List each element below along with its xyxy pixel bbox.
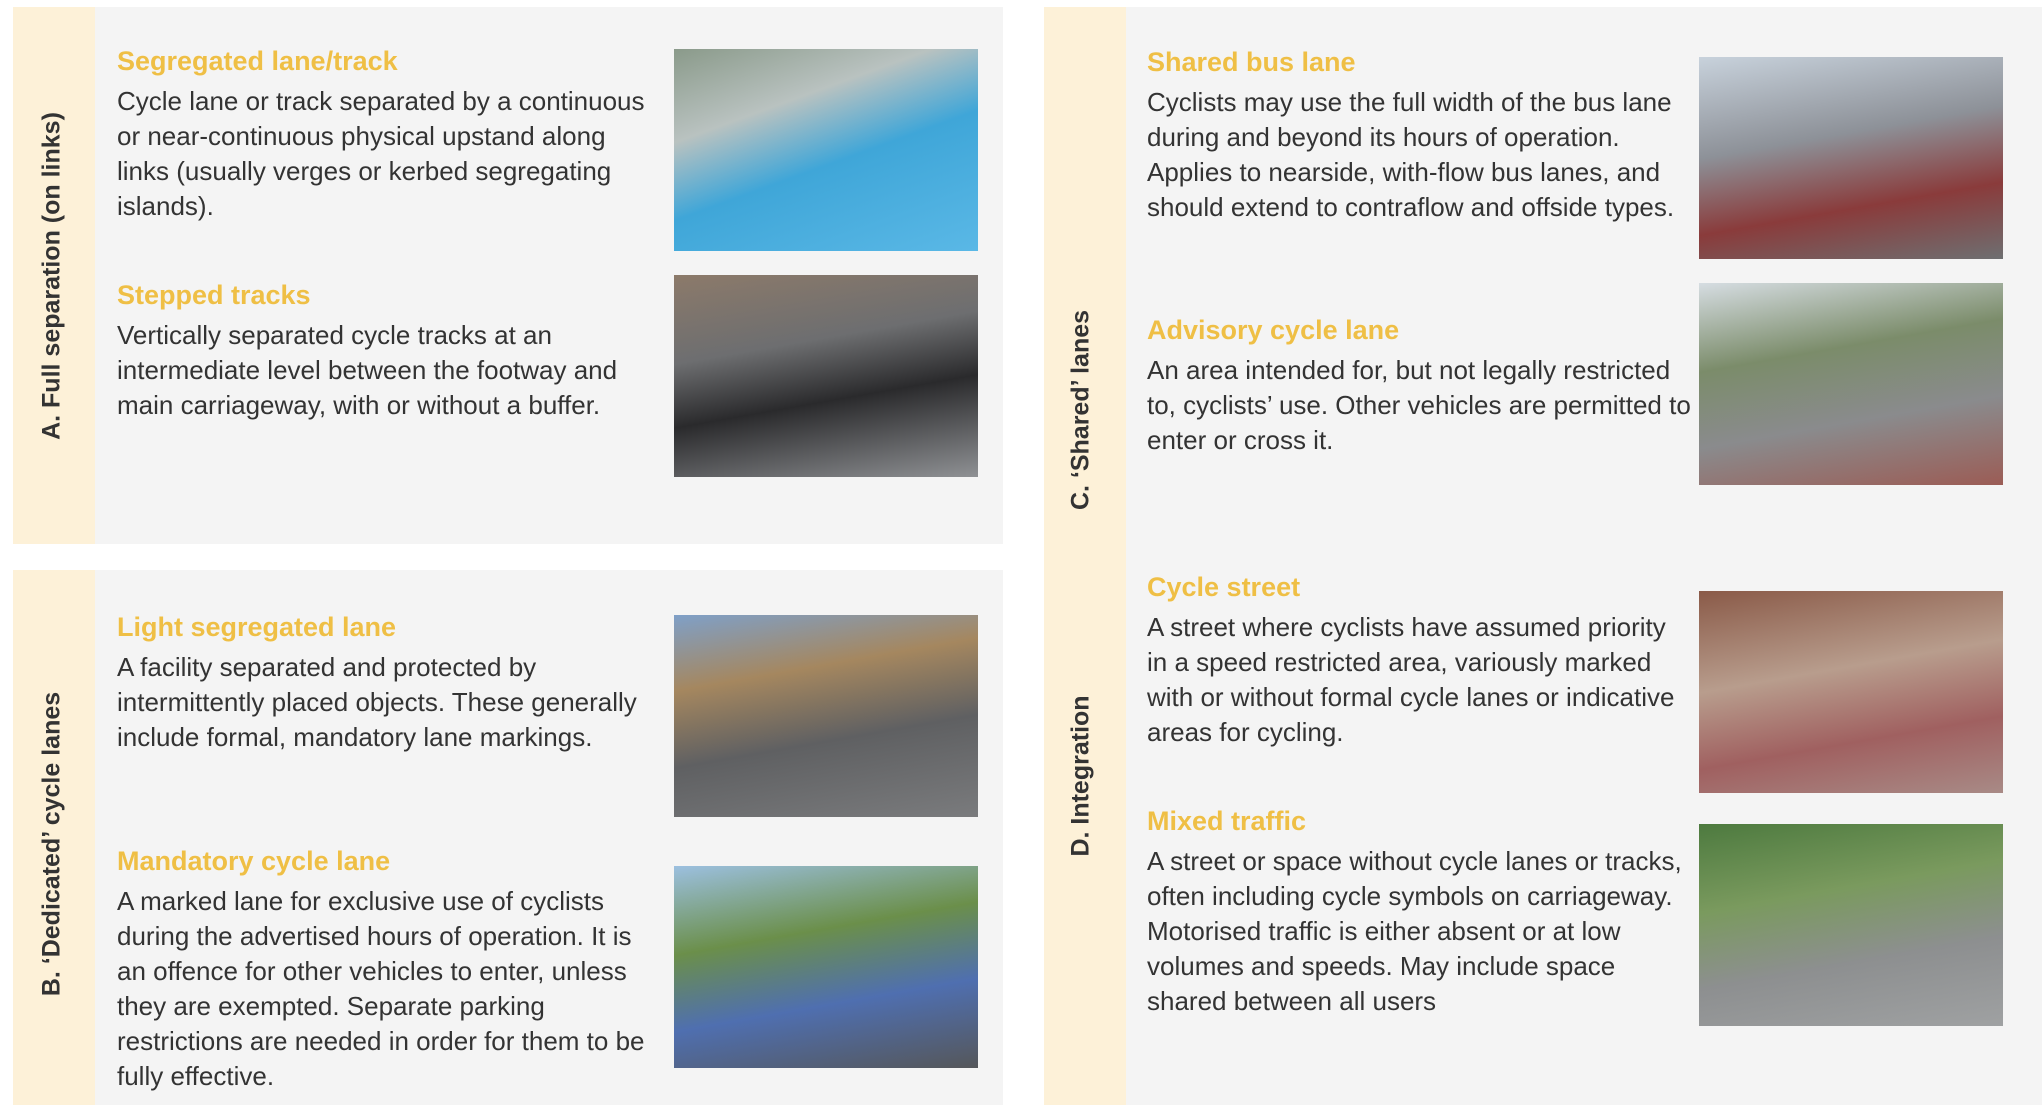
photo [1699,591,2003,793]
item-title: Advisory cycle lane [1147,315,1399,346]
item-description: A facility separated and protected by in… [117,650,662,755]
photo [1699,824,2003,1026]
item-title: Mixed traffic [1147,806,1306,837]
item-description: A marked lane for exclusive use of cycli… [117,884,662,1094]
item-description: Cycle lane or track separated by a conti… [117,84,662,224]
item-description: A street or space without cycle lanes or… [1147,844,1692,1019]
page: (() => { const data = JSON.parse(documen… [0,0,2042,1105]
item-title: Mandatory cycle lane [117,846,390,877]
photo [674,49,978,251]
group-label: C. ‘Shared’ lanes [1067,310,1096,510]
group-label: B. ‘Dedicated’ cycle lanes [38,692,67,996]
item-description: An area intended for, but not legally re… [1147,353,1692,458]
item-description: Cyclists may use the full width of the b… [1147,85,1692,225]
photo [1699,283,2003,485]
item-description: Vertically separated cycle tracks at an … [117,318,662,423]
item-title: Light segregated lane [117,612,396,643]
item-title: Shared bus lane [1147,47,1356,78]
item-title: Cycle street [1147,572,1300,603]
photo [674,615,978,817]
item-title: Stepped tracks [117,280,311,311]
photo [674,275,978,477]
group-label: A. Full separation (on links) [38,112,67,440]
group-label: D. Integration [1067,695,1096,856]
photo [674,866,978,1068]
item-title: Segregated lane/track [117,46,398,77]
side-strip [1044,7,1126,1105]
item-description: A street where cyclists have assumed pri… [1147,610,1692,750]
photo [1699,57,2003,259]
